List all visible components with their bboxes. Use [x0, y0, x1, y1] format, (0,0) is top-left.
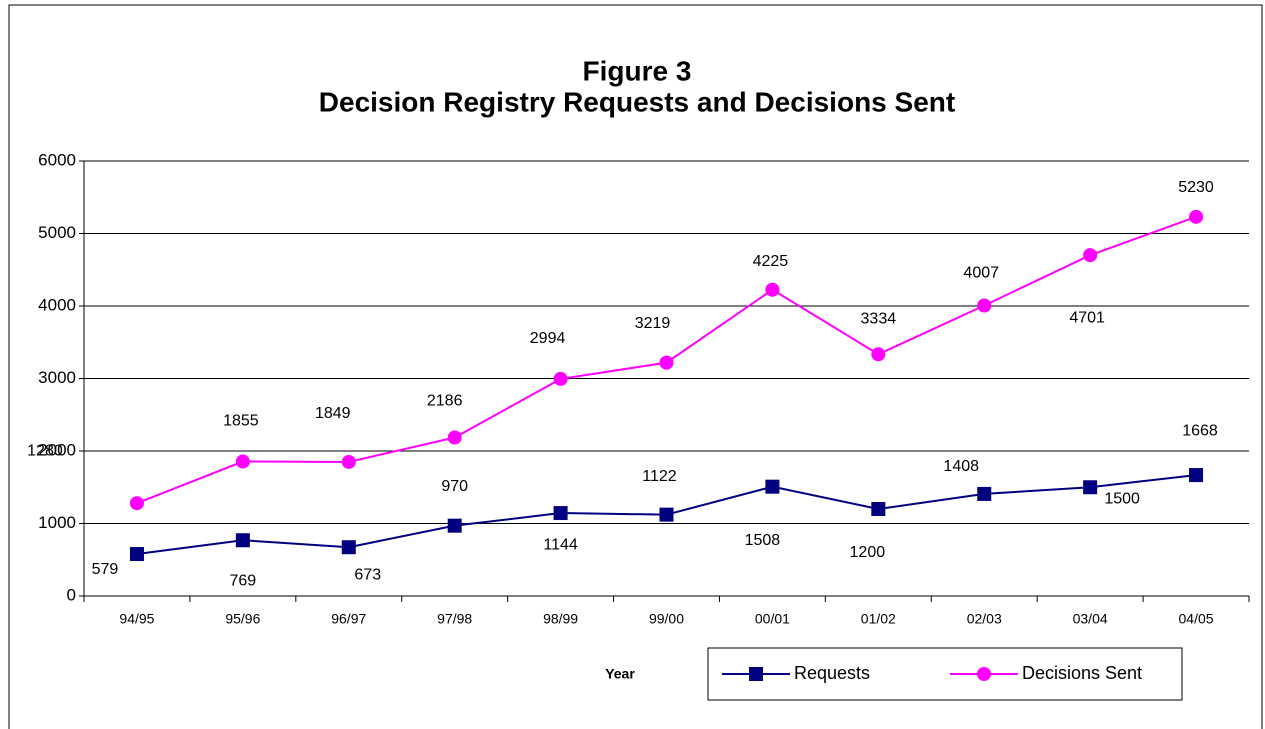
x-tick-label: 97/98 — [437, 611, 472, 627]
point — [235, 454, 250, 469]
point — [977, 486, 992, 501]
data-label: 3334 — [861, 311, 897, 328]
data-label: 2186 — [427, 393, 463, 410]
data-label: 970 — [441, 478, 468, 495]
data-label: 769 — [230, 572, 257, 589]
x-tick-label: 94/95 — [119, 611, 154, 627]
point — [871, 347, 886, 362]
data-label: 1855 — [223, 413, 259, 430]
data-label: 1849 — [315, 405, 351, 422]
data-label: 1500 — [1104, 490, 1140, 507]
x-axis-label: Year — [605, 666, 635, 682]
point — [341, 540, 356, 555]
data-label: 579 — [92, 561, 119, 578]
data-label: 4701 — [1069, 309, 1105, 326]
data-label: 1280 — [27, 442, 63, 459]
y-tick-label: 2000 — [38, 440, 76, 459]
data-label: 673 — [354, 566, 381, 583]
x-tick-label: 98/99 — [543, 611, 578, 627]
chart-subtitle: Decision Registry Requests and Decisions… — [319, 86, 955, 117]
y-tick-label: 1000 — [38, 513, 76, 532]
point — [447, 518, 462, 533]
point — [977, 298, 992, 313]
y-tick-label: 5000 — [38, 223, 76, 242]
x-tick-label: 04/05 — [1179, 611, 1214, 627]
data-label: 1144 — [543, 536, 578, 553]
legend-label: Requests — [794, 663, 870, 683]
x-tick-label: 96/97 — [331, 611, 366, 627]
point — [659, 355, 674, 370]
point — [447, 430, 462, 445]
data-label: 4007 — [963, 265, 999, 282]
y-tick-label: 0 — [67, 585, 76, 604]
point — [659, 507, 674, 522]
point — [553, 371, 568, 386]
data-label: 3219 — [635, 315, 671, 332]
point — [129, 547, 144, 562]
legend-label: Decisions Sent — [1022, 663, 1142, 683]
point — [1189, 209, 1204, 224]
chart-title: Figure 3 — [583, 55, 692, 86]
point — [1083, 248, 1098, 263]
point — [765, 282, 780, 297]
x-tick-label: 03/04 — [1073, 611, 1108, 627]
point — [1083, 480, 1098, 495]
point — [977, 667, 991, 681]
point — [553, 506, 568, 521]
data-label: 1508 — [745, 532, 781, 549]
data-label: 1122 — [642, 468, 677, 485]
data-label: 5230 — [1178, 179, 1214, 196]
point — [129, 496, 144, 511]
data-label: 4225 — [753, 253, 789, 270]
y-tick-label: 4000 — [38, 295, 76, 314]
data-label: 1200 — [850, 544, 886, 561]
point — [765, 479, 780, 494]
chart-border — [8, 4, 1263, 729]
data-label: 1408 — [943, 458, 979, 475]
x-tick-label: 99/00 — [649, 611, 684, 627]
point — [749, 667, 763, 681]
point — [871, 502, 886, 516]
y-tick-label: 3000 — [38, 368, 76, 387]
point — [235, 533, 250, 548]
y-tick-label: 6000 — [38, 150, 76, 169]
point — [1189, 468, 1204, 483]
x-tick-label: 01/02 — [861, 611, 896, 627]
x-tick-label: 00/01 — [755, 611, 790, 627]
x-tick-label: 02/03 — [967, 611, 1002, 627]
point — [341, 454, 356, 469]
x-tick-label: 95/96 — [225, 611, 260, 627]
data-label: 2994 — [530, 330, 566, 347]
data-label: 1668 — [1182, 422, 1218, 439]
